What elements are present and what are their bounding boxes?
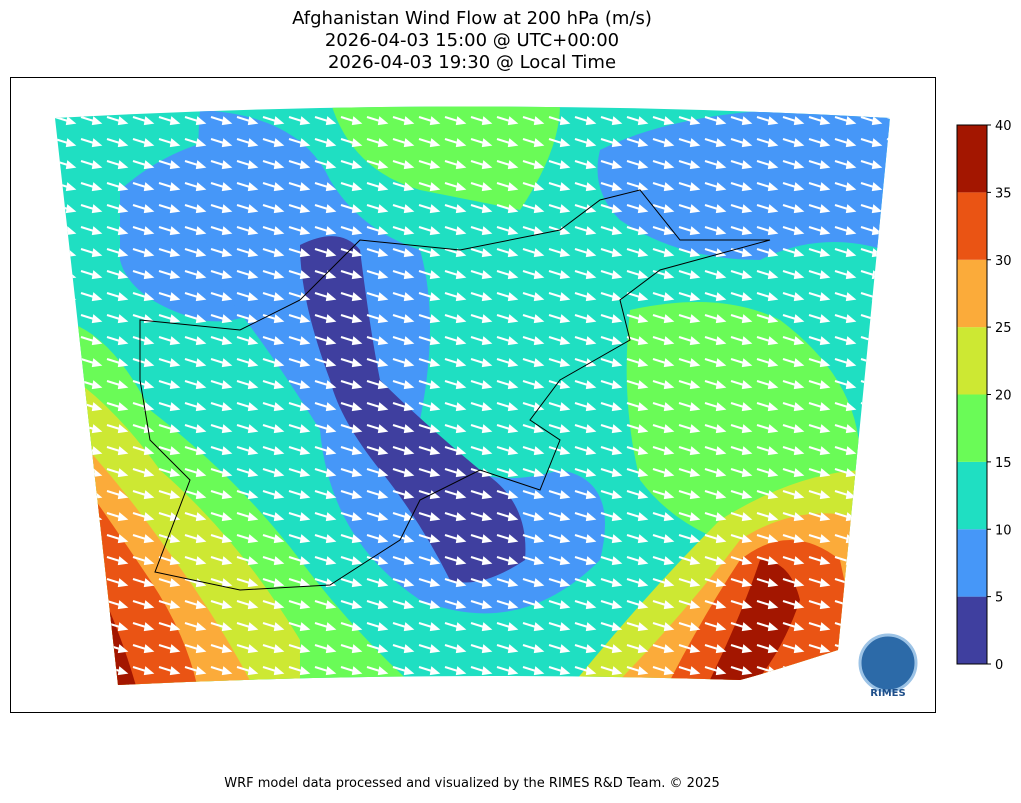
colorbar-tick-label: 40 xyxy=(995,119,1012,134)
logo-emblem xyxy=(858,633,918,693)
colorbar-tick-label: 10 xyxy=(995,523,1012,538)
wind-field xyxy=(55,106,890,685)
title-line: Afghanistan Wind Flow at 200 hPa (m/s) xyxy=(292,8,652,29)
colorbar-segment xyxy=(957,192,987,260)
colorbar-segment xyxy=(957,327,987,395)
title-line: 2026-04-03 19:30 @ Local Time xyxy=(328,52,616,73)
colorbar-segment xyxy=(957,529,987,597)
logo: RIMES xyxy=(858,633,918,699)
colorbar-tick-label: 25 xyxy=(995,321,1012,336)
title-line: 2026-04-03 15:00 @ UTC+00:00 xyxy=(325,30,619,51)
colorbar-tick-label: 30 xyxy=(995,254,1012,269)
colorbar-segment xyxy=(957,596,987,664)
map-frame xyxy=(10,77,936,713)
colorbar: 0 5 10 15 20 25 30 35 40 xyxy=(956,119,1012,673)
colorbar-tick-label: 35 xyxy=(995,186,1012,201)
colorbar-segment xyxy=(957,461,987,530)
colorbar-tick-label: 15 xyxy=(995,456,1012,471)
logo-label: RIMES xyxy=(870,688,905,699)
colorbar-segment xyxy=(957,125,987,193)
colorbar-tick-label: 0 xyxy=(995,658,1003,673)
footer: WRF model data processed and visualized … xyxy=(224,776,720,791)
country-boundary xyxy=(139,189,771,591)
colorbar-tick-label: 5 xyxy=(995,591,1003,606)
colorbar-segment xyxy=(957,394,987,462)
colorbar-tick-label: 20 xyxy=(995,389,1012,404)
colorbar-segment xyxy=(957,259,987,328)
wind-vectors xyxy=(55,106,890,685)
